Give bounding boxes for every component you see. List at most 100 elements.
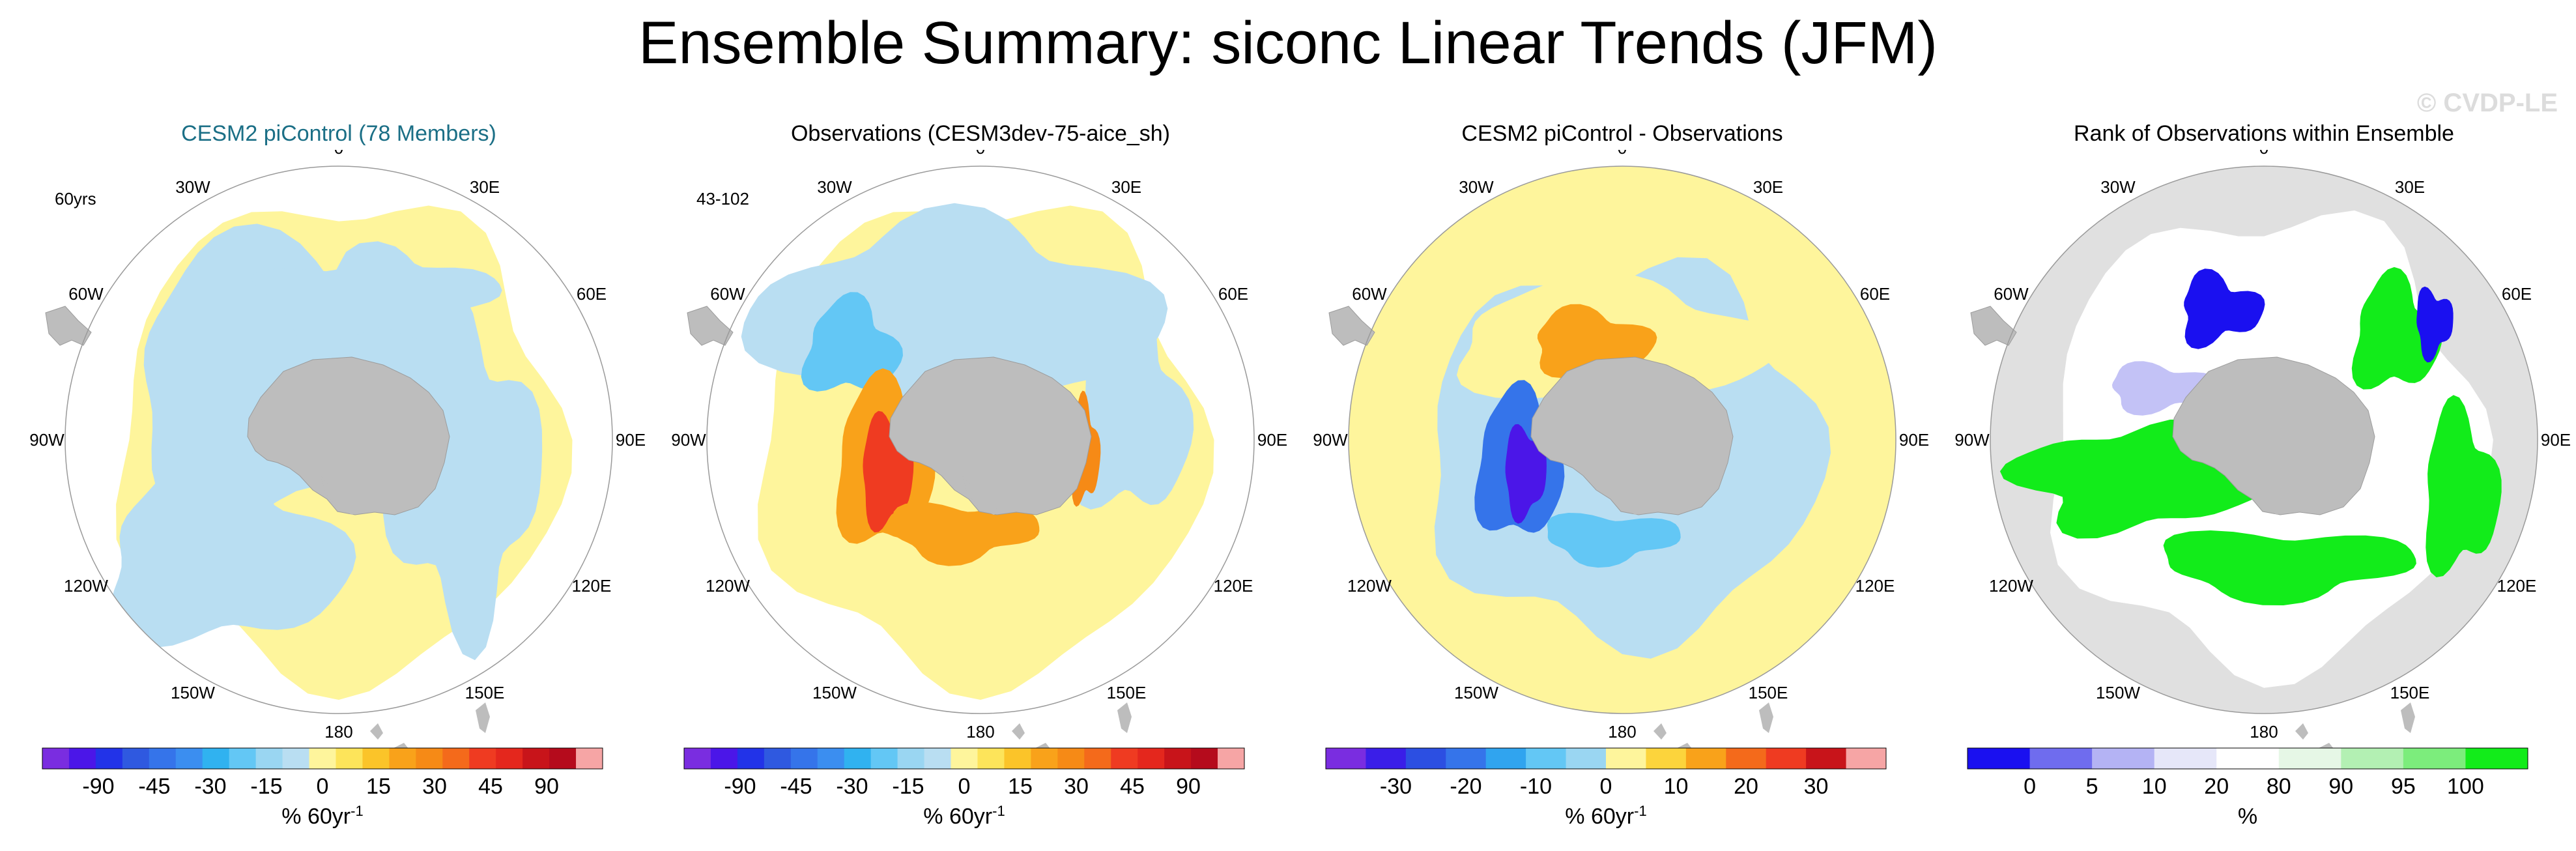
- colorbar-swatch: [1111, 748, 1138, 769]
- longitude-label: 120E: [2497, 576, 2537, 596]
- longitude-label: 150W: [1454, 683, 1498, 702]
- tasmania-land: [1653, 723, 1667, 740]
- new-zealand-land: [476, 702, 490, 733]
- colorbar-tick-label: 30: [1804, 774, 1829, 799]
- colorbar-swatch: [442, 748, 470, 769]
- panel-title: Rank of Observations within Ensemble: [2074, 121, 2454, 146]
- colorbar-swatch: [255, 748, 283, 769]
- tasmania-land: [370, 723, 383, 740]
- colorbar-tick-label: 20: [2204, 774, 2229, 799]
- longitude-label: 30E: [470, 177, 500, 197]
- longitude-label: 90W: [1954, 430, 1990, 450]
- colorbar-tick-label: 95: [2391, 774, 2416, 799]
- longitude-label: 60E: [2502, 284, 2532, 304]
- land-mask: [45, 306, 490, 759]
- colorbar-tick-label: 10: [2142, 774, 2167, 799]
- colorbar-swatch: [1766, 748, 1807, 769]
- colorbar-tick-label: -20: [1450, 774, 1481, 799]
- antarctica-land: [889, 356, 1092, 515]
- longitude-label: 60E: [1860, 284, 1890, 304]
- colorbar-title-exponent: -1: [992, 803, 1005, 819]
- colorbar-tick-label: 0: [317, 774, 329, 799]
- watermark: © CVDP-LE: [2416, 89, 2558, 117]
- south-america-land: [45, 306, 92, 346]
- colorbar-tick-label: -30: [194, 774, 226, 799]
- trend-region: [1071, 287, 1194, 510]
- colorbar-swatch: [1846, 748, 1887, 769]
- antarctic-peninsula-land: [2246, 476, 2285, 515]
- longitude-label: 90E: [2541, 430, 2571, 450]
- longitude-label: 150W: [2096, 683, 2140, 702]
- polar-map: 0 30E 60E 90E 120E 150E 180 150W 120W 90W 60W 30W: [1954, 150, 2571, 759]
- colorbar-swatch: [282, 748, 310, 769]
- colorbar-swatch: [469, 748, 496, 769]
- trend-region: [382, 284, 543, 661]
- longitude-label: 150E: [465, 683, 505, 702]
- longitude-label: 30W: [2100, 177, 2136, 197]
- panel-observations: Observations (CESM3dev-75-aice_sh) 43-10…: [668, 111, 1293, 847]
- colorbar-swatch: [1526, 748, 1567, 769]
- trend-region: [801, 292, 903, 392]
- longitude-label: 150E: [2390, 683, 2430, 702]
- colorbar: -90 -45 -30 -15 0 15 30 45 90 % 60yr-1: [42, 747, 603, 829]
- rank-region: [2426, 395, 2502, 577]
- new-zealand-land: [2401, 702, 2415, 733]
- colorbar-frame: [1325, 747, 1887, 770]
- colorbar-swatch: [2216, 748, 2280, 769]
- polar-map: 0 30E 60E 90E 120E 150E 180 150W 120W 90W 60W 30W: [671, 150, 1287, 759]
- colorbar-swatch: [336, 748, 363, 769]
- colorbar-frame: [683, 747, 1245, 770]
- south-america-land: [1970, 306, 2017, 346]
- rank-region: [2184, 268, 2265, 349]
- longitude-label: 90E: [1899, 430, 1929, 450]
- colorbar-tick-label: 100: [2447, 774, 2484, 799]
- colorbar-swatch: [122, 748, 150, 769]
- colorbar-tick-label: 0: [1600, 774, 1612, 799]
- panel-title: CESM2 piControl (78 Members): [181, 121, 496, 146]
- colorbar-tick-label: -30: [836, 774, 868, 799]
- longitude-label: 120W: [1347, 576, 1392, 596]
- longitude-label: 30W: [1459, 177, 1494, 197]
- colorbar-swatch: [2278, 748, 2341, 769]
- colorbar-swatch: [2403, 748, 2466, 769]
- colorbar-swatch: [1031, 748, 1058, 769]
- colorbar-swatch: [1485, 748, 1526, 769]
- trend-region: [1505, 424, 1547, 524]
- longitude-label: 90W: [671, 430, 706, 450]
- longitude-label: 60W: [710, 284, 745, 304]
- trend-region: [109, 450, 356, 648]
- tasmania-land: [2295, 723, 2308, 740]
- land-mask: [687, 306, 1132, 759]
- panel-rank: Rank of Observations within Ensemble 0 30…: [1951, 111, 2576, 847]
- colorbar-swatch: [1138, 748, 1165, 769]
- colorbar-swatch: [522, 748, 550, 769]
- colorbar-swatch: [416, 748, 443, 769]
- longitude-label: 30W: [817, 177, 852, 197]
- colorbar-tick-label: 0: [2024, 774, 2036, 799]
- longitude-label: 120W: [1989, 576, 2033, 596]
- colorbar-swatch: [42, 748, 70, 769]
- colorbar-tick-label: 10: [1664, 774, 1689, 799]
- colorbar-swatch: [1646, 748, 1687, 769]
- colorbar-swatch: [496, 748, 523, 769]
- colorbar-tick-label: -15: [250, 774, 282, 799]
- longitude-label: 0: [2259, 150, 2268, 158]
- south-america-land: [1328, 306, 1375, 346]
- colorbar-swatch: [1566, 748, 1607, 769]
- longitude-label: 30E: [1111, 177, 1141, 197]
- longitude-label: 90E: [616, 430, 646, 450]
- polar-map: 0 30E 60E 90E 120E 150E 180 150W 120W 90W 60W 30W: [29, 150, 646, 759]
- colorbar-swatch: [1218, 748, 1245, 769]
- longitude-label: 150W: [171, 683, 215, 702]
- longitude-label: 120W: [706, 576, 750, 596]
- panel-ensemble-mean: CESM2 piControl (78 Members) 60yrs 0 30E 6…: [26, 111, 651, 847]
- colorbar-swatch: [389, 748, 416, 769]
- colorbar-tick-label: 20: [1734, 774, 1758, 799]
- main-title: Ensemble Summary: siconc Linear Trends (…: [638, 10, 1938, 76]
- colorbar-swatch: [229, 748, 257, 769]
- antarctic-peninsula-land: [1604, 476, 1643, 515]
- tasmania-land: [1012, 723, 1025, 740]
- longitude-label: 0: [976, 150, 985, 158]
- colorbar-swatch: [1405, 748, 1446, 769]
- rank-region: [2416, 286, 2454, 363]
